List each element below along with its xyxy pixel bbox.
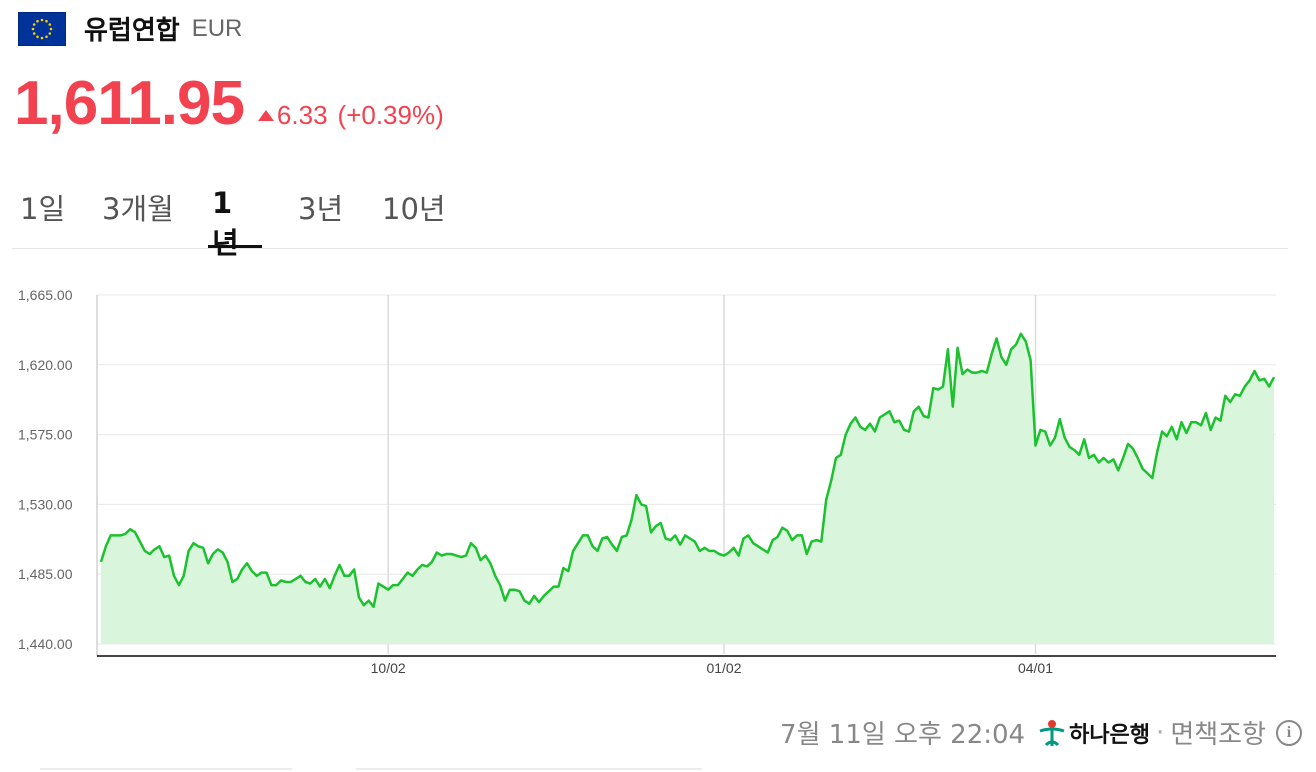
tab-10y[interactable]: 10년 [382,192,446,226]
tab-1d[interactable]: 1일 [20,192,66,226]
price-change: 6.33 (+0.39%) [257,100,444,131]
area-fill [101,333,1274,644]
change-value: 6.33 [276,100,328,130]
price-line [99,332,1276,609]
flag-star [36,19,39,23]
chart-footer: 7월 11일 오후 22:04 하나은행 · 면책조항 i [780,714,1302,751]
tab-3y[interactable]: 3년 [298,192,344,226]
flag-star [40,18,44,21]
bottom-divider-right [356,768,702,770]
y-tick-label: 1,620.00 [18,357,73,373]
flag-star [45,34,48,38]
tab-1y[interactable]: 1년 [208,180,262,260]
provider-logo: 하나은행 [1037,717,1150,749]
x-tick-label: 01/02 [706,660,741,676]
flag-star [48,31,52,35]
separator-dot: · [1156,717,1165,748]
hana-bank-icon [1039,719,1065,746]
disclaimer-link[interactable]: 면책조항 [1170,720,1266,750]
flag-star [49,27,53,30]
flag-star [45,19,48,23]
eu-flag-icon [18,11,66,46]
flag-star [40,36,44,39]
period-tabs: 1일 3개월 1년 3년 10년 [12,180,1288,260]
provider-name: 하나은행 [1069,722,1151,748]
y-tick-label: 1,575.00 [18,427,73,443]
change-percent: (+0.39%) [337,100,444,130]
y-tick-label: 1,485.00 [18,566,73,582]
quote-row: 1,611.95 6.33 (+0.39%) [14,68,444,139]
flag-star [48,22,52,26]
timestamp: 7월 11일 오후 22:04 [780,720,1026,750]
y-tick-label: 1,665.00 [18,287,73,303]
flag-star [36,34,39,38]
currency-header: 유럽연합 EUR [18,10,242,47]
flag-star [32,31,36,35]
price-chart[interactable]: 1,665.00 1,620.00 1,575.00 1,530.00 1,485.00… [0,258,1316,698]
currency-name: 유럽연합 [84,16,180,46]
flag-star [31,27,35,30]
current-price: 1,611.95 [14,69,245,138]
flag-star [32,22,36,26]
bottom-divider-left [40,768,292,770]
tab-3m[interactable]: 3개월 [102,192,174,226]
y-tick-label: 1,530.00 [18,496,73,512]
up-triangle-icon [257,110,274,121]
info-icon[interactable]: i [1276,719,1302,746]
x-tick-label: 04/01 [1018,660,1053,676]
y-tick-label: 1,440.00 [18,636,73,652]
x-tick-label: 10/02 [371,660,406,676]
currency-code: EUR [191,14,243,42]
